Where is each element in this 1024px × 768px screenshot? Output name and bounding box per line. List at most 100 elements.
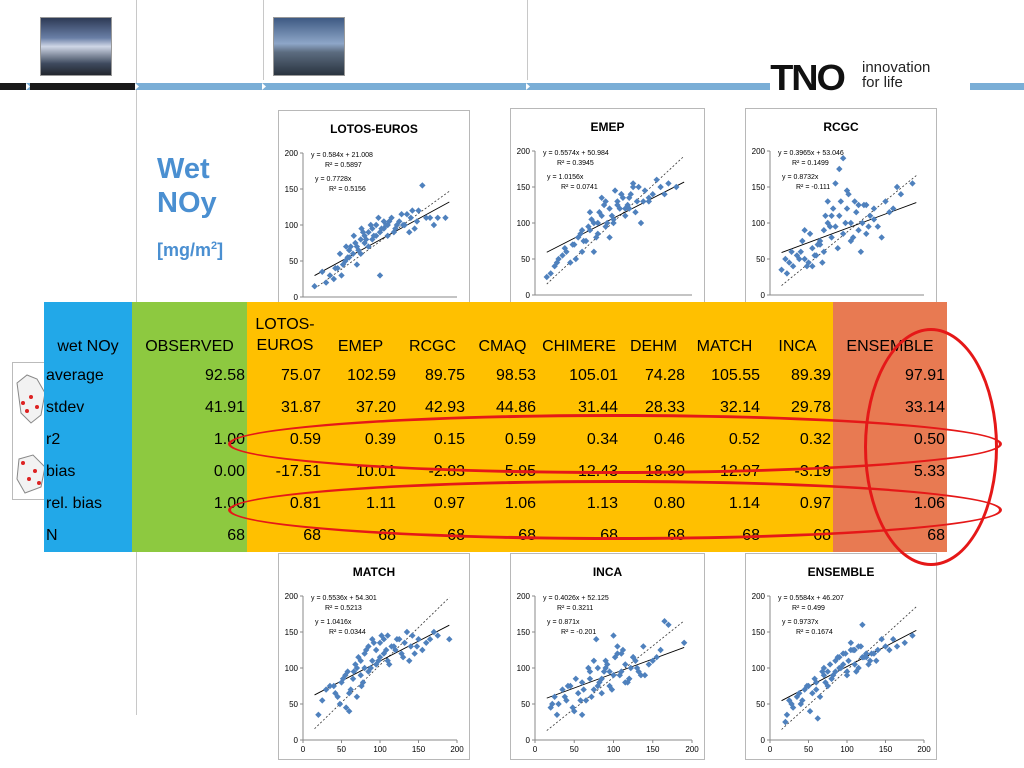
table-header-row: wet NOy OBSERVED LOTOS-EUROS EMEP RCGC C… — [44, 302, 947, 360]
table-cell: 32.14 — [687, 392, 762, 424]
table-cell: 0.34 — [538, 424, 620, 456]
data-point — [824, 668, 831, 675]
data-point — [901, 639, 908, 646]
logo-wordmark: TNO — [770, 57, 846, 98]
data-point — [847, 639, 855, 646]
fit-line-through-origin — [546, 620, 685, 731]
data-point — [419, 182, 426, 189]
regression-equation: R² = 0.5897 — [325, 162, 362, 169]
table-cell: 74.28 — [620, 360, 687, 392]
table-cell: 0.59 — [467, 424, 538, 456]
logo-tagline: innovation for life — [862, 60, 930, 90]
data-point — [851, 646, 858, 654]
fit-line — [546, 646, 685, 699]
row-label: average — [44, 360, 132, 392]
y-tick-label: 150 — [752, 628, 766, 637]
data-point — [357, 672, 364, 679]
data-point — [336, 700, 344, 708]
data-point — [585, 223, 592, 230]
data-point — [882, 643, 889, 650]
regression-equation: y = 0.5574x + 50.984 — [543, 150, 609, 157]
table-cell: 1.11 — [323, 488, 398, 520]
data-point — [330, 275, 337, 283]
data-point — [355, 247, 362, 254]
data-point — [788, 700, 795, 708]
table-cell: 0.00 — [132, 456, 247, 488]
table-cell: 0.52 — [687, 424, 762, 456]
row-label: stdev — [44, 392, 132, 424]
chart-title: EMEP — [590, 120, 624, 134]
data-point — [382, 646, 390, 654]
table-cell: 68 — [398, 520, 467, 552]
data-point — [586, 209, 594, 216]
data-point — [845, 657, 852, 664]
table-row-average: average 92.58 75.07 102.59 89.75 98.53 1… — [44, 360, 947, 392]
station-map-thumbnail — [12, 362, 50, 500]
data-point — [393, 221, 401, 229]
data-point — [330, 682, 337, 690]
data-point — [446, 636, 453, 643]
data-point — [407, 214, 414, 221]
unit-label: [mg/m2] — [157, 240, 223, 261]
data-point — [567, 259, 574, 266]
data-point — [657, 183, 664, 191]
table-cell: 92.58 — [132, 360, 247, 392]
y-tick-label: 150 — [517, 183, 531, 192]
y-tick-label: 0 — [761, 291, 766, 300]
data-point — [358, 225, 365, 232]
data-point — [590, 657, 598, 664]
table-cell: -2.83 — [398, 456, 467, 488]
data-point — [859, 219, 866, 227]
data-point — [411, 225, 418, 232]
data-point — [336, 250, 344, 257]
header-photo-bridge — [273, 17, 345, 76]
fit-line — [781, 629, 917, 702]
fit-line-through-origin — [314, 597, 450, 730]
data-point — [627, 664, 634, 672]
data-point — [577, 697, 584, 704]
chart-lotos-euros: LOTOS-EUROS 0 50 100 150 200 y = 0.584x + 21.0… — [278, 110, 470, 312]
data-point — [624, 201, 631, 209]
data-point — [629, 183, 637, 191]
data-point — [860, 201, 868, 209]
table-row-n: N 68 68 68 68 68 68 68 68 68 68 — [44, 520, 947, 552]
table-cell: 0.97 — [762, 488, 833, 520]
chart-title: MATCH — [353, 565, 395, 579]
table-cell: 31.44 — [538, 392, 620, 424]
data-point — [909, 180, 916, 187]
data-point — [661, 191, 668, 198]
data-point — [572, 675, 580, 682]
data-point — [398, 211, 405, 218]
table-cell: 68 — [467, 520, 538, 552]
table-cell: 0.59 — [247, 424, 323, 456]
data-point — [897, 191, 905, 198]
data-point — [797, 700, 804, 708]
col-header-lotos-euros: LOTOS-EUROS — [247, 302, 323, 360]
table-cell: 0.32 — [762, 424, 833, 456]
data-point — [353, 693, 361, 700]
data-point — [415, 207, 422, 214]
y-tick-label: 100 — [752, 664, 766, 673]
regression-equation: y = 0.9737x — [782, 619, 819, 626]
y-tick-label: 0 — [294, 293, 299, 302]
table-cell: 68 — [833, 520, 947, 552]
y-tick-label: 100 — [285, 221, 299, 230]
data-point — [828, 212, 835, 219]
table-cell: 5.33 — [833, 456, 947, 488]
y-tick-label: 100 — [517, 219, 531, 228]
data-point — [350, 668, 358, 675]
regression-equation: R² = 0.3945 — [557, 160, 594, 167]
table-cell: 0.97 — [398, 488, 467, 520]
data-point — [384, 232, 391, 239]
chart-title: RCGC — [823, 120, 859, 134]
y-tick-label: 0 — [761, 736, 766, 745]
data-point — [863, 230, 870, 237]
table-cell: 68 — [247, 520, 323, 552]
data-point — [585, 664, 592, 672]
data-point — [870, 205, 878, 212]
data-point — [839, 230, 847, 237]
data-point — [555, 700, 562, 708]
data-point — [361, 664, 368, 672]
table-cell: 0.50 — [833, 424, 947, 456]
data-point — [406, 657, 413, 664]
